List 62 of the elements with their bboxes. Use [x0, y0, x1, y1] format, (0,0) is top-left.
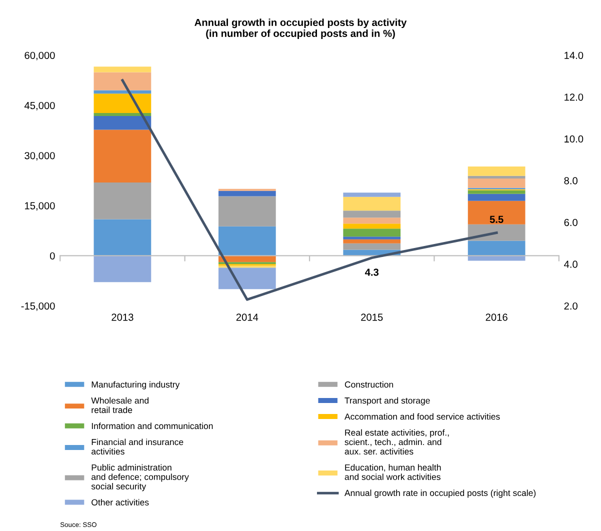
- legend-label: Transport and storage: [344, 397, 430, 406]
- bar: [343, 196, 401, 211]
- x-tick-label: 2015: [361, 314, 383, 321]
- y2-tick-label: 12.0: [564, 94, 584, 101]
- y2-tick-label: 2.0: [564, 302, 578, 310]
- legend-label: Education, human health and social work activities: [344, 464, 441, 480]
- y-tick-label: 45,000: [24, 102, 55, 110]
- bar: [468, 176, 526, 179]
- bar: [94, 182, 152, 220]
- bar: [468, 190, 526, 194]
- x-tick-label: 2016: [486, 314, 508, 321]
- y2-tick-label: 6.0: [564, 218, 578, 226]
- legend-label: Wholesale and retail trade: [91, 397, 148, 414]
- bar: [218, 196, 276, 226]
- legend-label: Information and communication: [92, 422, 213, 430]
- y-tick-label: 30,000: [24, 152, 55, 160]
- bar: [343, 218, 401, 224]
- bar: [94, 219, 152, 256]
- bar: [94, 94, 152, 114]
- bar: [468, 166, 526, 176]
- bar: [94, 113, 152, 116]
- y-tick-label: 0: [50, 252, 55, 260]
- bar: [94, 130, 152, 183]
- legend-label: Accommation and food service activities: [344, 413, 500, 420]
- bar: [468, 178, 526, 188]
- legend-label: Annual growth rate in occupied posts (right scale): [344, 490, 536, 498]
- legend-label: Other activities: [92, 499, 149, 506]
- bar: [94, 72, 152, 90]
- x-tick-label: 2013: [112, 314, 134, 321]
- y2-tick-label: 4.0: [564, 260, 578, 268]
- bar: [343, 192, 401, 197]
- bar: [343, 228, 401, 237]
- data-label: 5.5: [490, 216, 504, 223]
- bar: [343, 210, 401, 218]
- legend-label: Public administration and defence; compulsory social security: [91, 464, 189, 492]
- x-tick-label: 2014: [236, 314, 258, 321]
- y-tick-label: 60,000: [24, 52, 55, 60]
- bar: [218, 268, 276, 290]
- y2-tick-label: 8.0: [564, 177, 578, 184]
- bar: [94, 256, 152, 282]
- legend-label: Financial and insurance activities: [92, 438, 184, 455]
- y2-tick-label: 14.0: [564, 52, 584, 59]
- bar: [94, 116, 152, 130]
- bar: [94, 66, 152, 72]
- bar: [218, 190, 276, 196]
- data-label: 4.3: [364, 268, 379, 276]
- y-tick-label: -15,000: [21, 302, 55, 311]
- bar: [468, 194, 526, 201]
- bar: [468, 200, 526, 224]
- bar: [343, 243, 401, 250]
- bar: [218, 226, 276, 256]
- chart-title: Annual growth in occupied posts by activity (in number of occupied posts and in %): [194, 18, 407, 39]
- bar: [343, 239, 401, 244]
- legend-label: Real estate activities, prof., scient., tech., admin. and aux. ser. activities: [344, 429, 449, 455]
- bar: [468, 224, 526, 241]
- bar: [468, 240, 526, 256]
- bar: [343, 236, 401, 240]
- y-tick-label: 15,000: [25, 202, 55, 211]
- legend-label: Manufacturing industry: [92, 381, 180, 390]
- y2-tick-label: 10.0: [564, 135, 584, 143]
- bar: [343, 224, 401, 229]
- legend-label: Construction: [344, 381, 394, 388]
